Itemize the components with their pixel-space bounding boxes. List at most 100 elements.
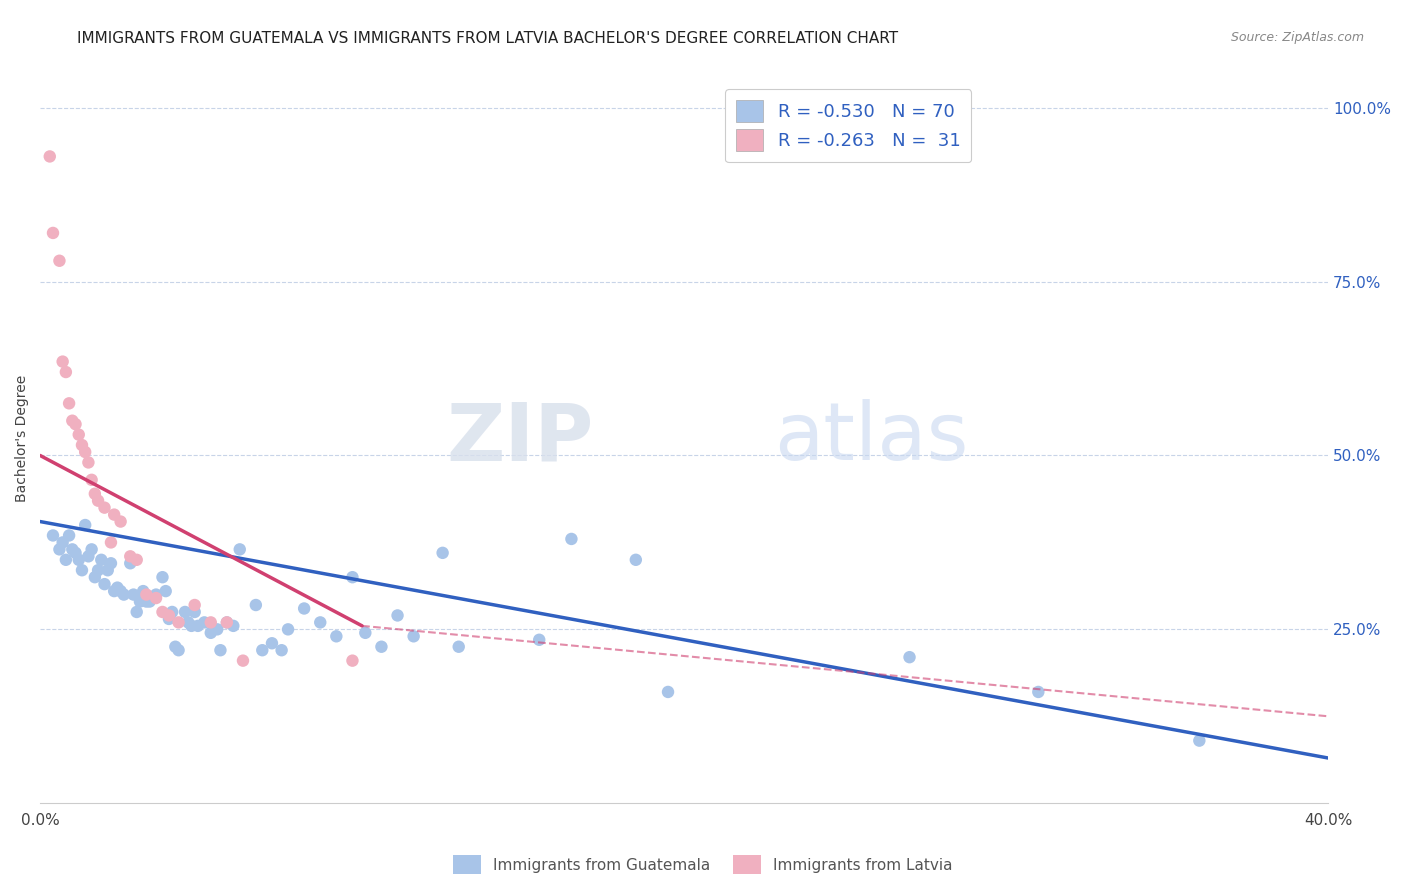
Point — [93, 577, 115, 591]
Point — [177, 615, 200, 630]
Point — [342, 570, 364, 584]
Point — [402, 629, 425, 643]
Point — [447, 640, 470, 654]
Point — [167, 615, 190, 630]
Point — [215, 615, 238, 630]
Point — [245, 598, 267, 612]
Point — [67, 427, 90, 442]
Point — [135, 594, 157, 608]
Point — [325, 629, 347, 643]
Legend: R = -0.530   N = 70, R = -0.263   N =  31: R = -0.530 N = 70, R = -0.263 N = 31 — [725, 89, 972, 162]
Point — [75, 518, 97, 533]
Point — [52, 535, 75, 549]
Point — [87, 493, 110, 508]
Point — [83, 570, 105, 584]
Point — [1188, 733, 1211, 747]
Point — [38, 149, 60, 163]
Text: ZIP: ZIP — [447, 399, 593, 477]
Point — [93, 500, 115, 515]
Point — [160, 605, 183, 619]
Point — [65, 546, 87, 560]
Point — [125, 605, 148, 619]
Point — [260, 636, 283, 650]
Point — [209, 643, 232, 657]
Point — [129, 594, 152, 608]
Point — [167, 643, 190, 657]
Point — [387, 608, 409, 623]
Point — [135, 588, 157, 602]
Point — [58, 528, 80, 542]
Point — [309, 615, 332, 630]
Point — [193, 615, 215, 630]
Point — [187, 619, 209, 633]
Point — [100, 535, 122, 549]
Point — [125, 553, 148, 567]
Point — [370, 640, 392, 654]
Point — [152, 605, 174, 619]
Point — [138, 594, 160, 608]
Point — [145, 588, 167, 602]
Point — [292, 601, 315, 615]
Point — [42, 226, 65, 240]
Point — [103, 508, 125, 522]
Legend: Immigrants from Guatemala, Immigrants from Latvia: Immigrants from Guatemala, Immigrants fr… — [447, 849, 959, 880]
Point — [222, 619, 245, 633]
Point — [58, 396, 80, 410]
Point — [112, 588, 135, 602]
Point — [60, 414, 83, 428]
Point — [110, 515, 132, 529]
Point — [122, 588, 145, 602]
Point — [157, 608, 180, 623]
Point — [87, 563, 110, 577]
Point — [132, 584, 155, 599]
Point — [110, 584, 132, 599]
Point — [342, 654, 364, 668]
Text: Source: ZipAtlas.com: Source: ZipAtlas.com — [1230, 31, 1364, 45]
Point — [174, 605, 197, 619]
Point — [205, 623, 228, 637]
Point — [1028, 685, 1050, 699]
Point — [77, 455, 100, 469]
Point — [252, 643, 274, 657]
Point — [215, 615, 238, 630]
Point — [52, 354, 75, 368]
Point — [65, 417, 87, 432]
Point — [152, 570, 174, 584]
Point — [183, 598, 205, 612]
Point — [83, 487, 105, 501]
Point — [277, 623, 299, 637]
Point — [75, 445, 97, 459]
Point — [42, 528, 65, 542]
Point — [183, 605, 205, 619]
Point — [529, 632, 551, 647]
Point — [165, 640, 187, 654]
Point — [55, 553, 77, 567]
Point — [120, 549, 142, 564]
Point — [229, 542, 252, 557]
Point — [200, 615, 222, 630]
Point — [100, 556, 122, 570]
Point — [560, 532, 582, 546]
Point — [657, 685, 679, 699]
Point — [55, 365, 77, 379]
Point — [270, 643, 292, 657]
Point — [80, 473, 103, 487]
Point — [80, 542, 103, 557]
Point — [354, 625, 377, 640]
Point — [77, 549, 100, 564]
Point — [624, 553, 647, 567]
Point — [180, 619, 202, 633]
Point — [48, 253, 70, 268]
Point — [898, 650, 921, 665]
Text: IMMIGRANTS FROM GUATEMALA VS IMMIGRANTS FROM LATVIA BACHELOR'S DEGREE CORRELATIO: IMMIGRANTS FROM GUATEMALA VS IMMIGRANTS … — [77, 31, 898, 46]
Point — [97, 563, 120, 577]
Point — [145, 591, 167, 605]
Point — [157, 612, 180, 626]
Point — [70, 563, 93, 577]
Point — [70, 438, 93, 452]
Point — [90, 553, 112, 567]
Point — [105, 581, 128, 595]
Point — [48, 542, 70, 557]
Point — [67, 553, 90, 567]
Y-axis label: Bachelor's Degree: Bachelor's Degree — [15, 375, 30, 501]
